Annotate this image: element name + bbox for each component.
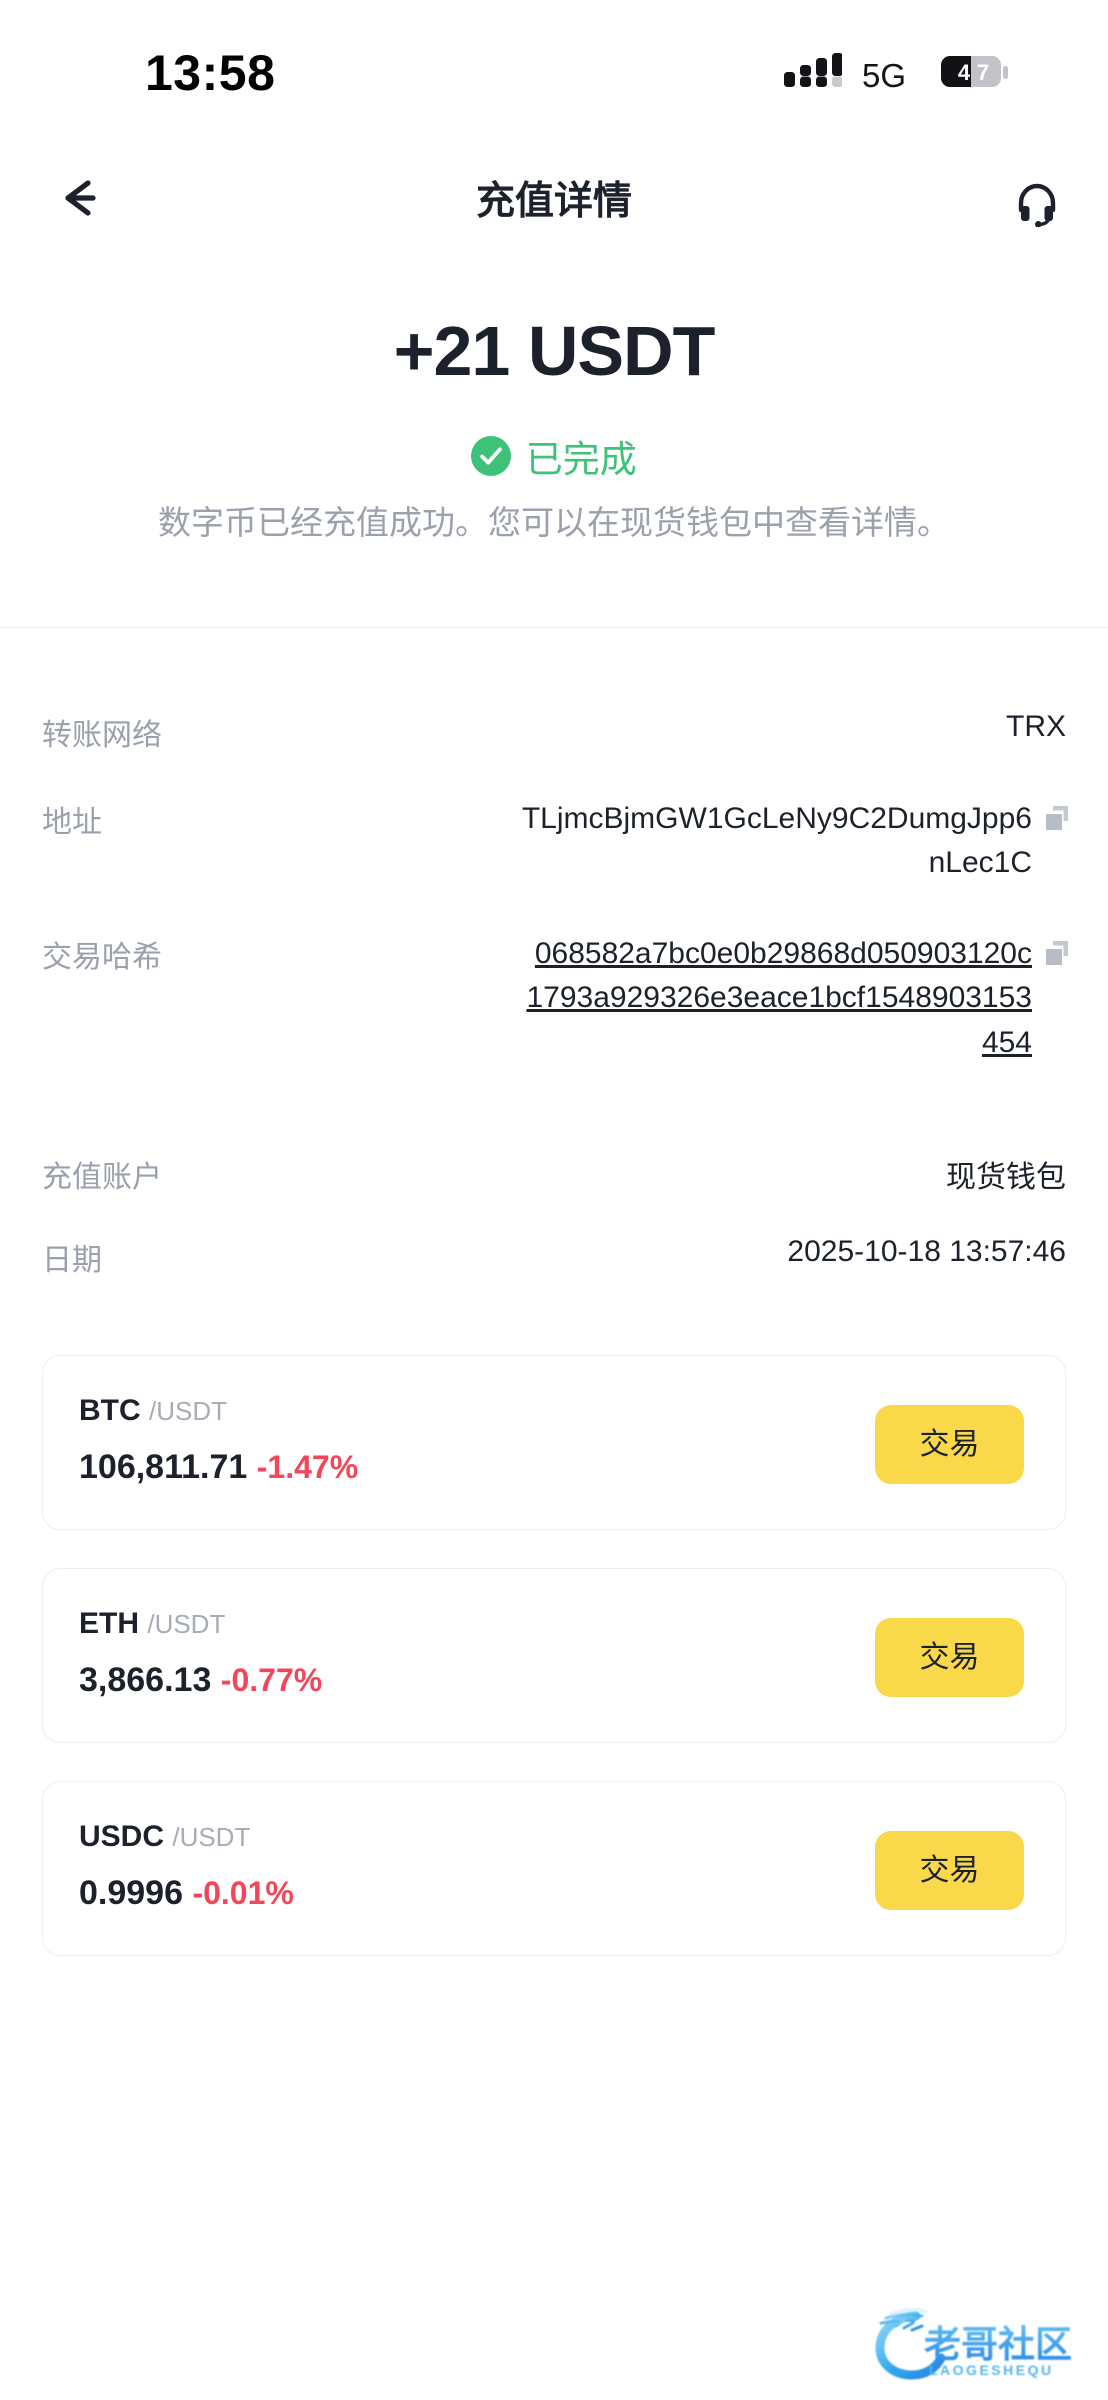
svg-text:老哥社区: 老哥社区 [924, 2324, 1072, 2365]
svg-text:7: 7 [977, 60, 989, 85]
svg-text:4: 4 [958, 60, 971, 85]
svg-text:LAOGESHEQU: LAOGESHEQU [929, 2362, 1054, 2378]
